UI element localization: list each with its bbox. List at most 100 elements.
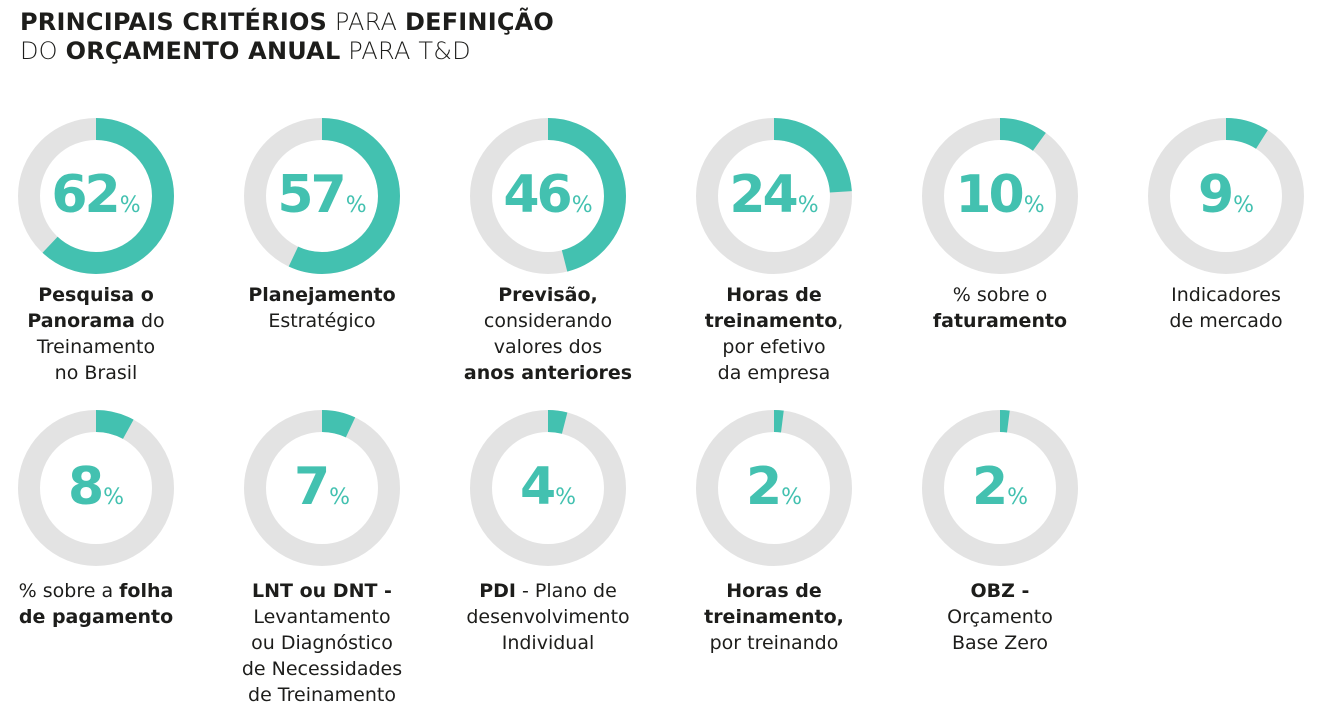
percent-label: 2% — [922, 457, 1078, 517]
percent-symbol: % — [571, 192, 593, 218]
donut-ring: 4% — [470, 410, 626, 566]
donut-ring: 62% — [18, 118, 174, 274]
percent-value: 7 — [293, 456, 330, 517]
caption-text: Panorama — [27, 310, 135, 332]
caption-text: Treinamento — [36, 336, 156, 358]
percent-label: 10% — [922, 165, 1078, 225]
donut-ring: 2% — [922, 410, 1078, 566]
donut-ring: 57% — [244, 118, 400, 274]
caption-text: Horas de — [726, 284, 822, 306]
donut-ring: 7% — [244, 410, 400, 566]
caption-text: Orçamento — [947, 606, 1053, 628]
donut-ring: 10% — [922, 118, 1078, 274]
percent-value: 8 — [67, 456, 104, 517]
percent-symbol: % — [103, 484, 125, 510]
caption-text: Indicadores — [1171, 284, 1281, 306]
title-line-2-segment: PARA T&D — [340, 37, 471, 65]
donut-value-arc — [696, 410, 852, 566]
percent-symbol: % — [345, 192, 367, 218]
percent-label: 62% — [18, 165, 174, 225]
donut-caption: Pesquisa o Panorama do Treinamento no Brasi… — [0, 282, 196, 386]
donut-item: 7% LNT ou DNT - Levantamento ou Diagnóstico… — [222, 410, 422, 706]
caption-line: treinamento, — [674, 308, 874, 334]
caption-line: Levantamento — [222, 604, 422, 630]
caption-text: PDI — [479, 580, 516, 602]
caption-text: anos anteriores — [463, 362, 633, 384]
donut-caption: OBZ - Orçamento Base Zero — [900, 578, 1100, 656]
caption-line: Indicadores — [1126, 282, 1326, 308]
donut-ring: 8% — [18, 410, 174, 566]
caption-text: Base Zero — [951, 632, 1049, 654]
percent-value: 62 — [51, 164, 120, 225]
title-line-1-segment: PRINCIPAIS CRITÉRIOS — [20, 8, 328, 36]
page-title: PRINCIPAIS CRITÉRIOS PARA DEFINIÇÃO DO O… — [20, 8, 554, 66]
percent-label: 46% — [470, 165, 626, 225]
donut-svg — [922, 410, 1078, 566]
percent-value: 2 — [745, 456, 782, 517]
percent-value: 24 — [729, 164, 798, 225]
caption-line: valores dos — [448, 334, 648, 360]
donut-item: 4% PDI - Plano de desenvolvimento Individua… — [448, 410, 648, 654]
caption-text: % sobre a — [18, 580, 120, 602]
caption-line: treinamento, — [674, 604, 874, 630]
caption-text: LNT ou DNT - — [252, 580, 392, 602]
donut-svg — [1148, 118, 1304, 274]
caption-line: LNT ou DNT - — [222, 578, 422, 604]
donut-svg — [470, 118, 626, 274]
percent-label: 57% — [244, 165, 400, 225]
donut-caption: Indicadores de mercado — [1126, 282, 1326, 334]
caption-line: da empresa — [674, 360, 874, 386]
donut-caption: Previsão, considerando valores dos anos ant… — [448, 282, 648, 386]
caption-line: Estratégico — [222, 308, 422, 334]
caption-text: no Brasil — [54, 362, 138, 384]
caption-line: ou Diagnóstico — [222, 630, 422, 656]
caption-line: Horas de — [674, 578, 874, 604]
caption-line: considerando — [448, 308, 648, 334]
caption-text: valores dos — [493, 336, 603, 358]
donut-value-arc — [470, 118, 626, 274]
caption-text: Levantamento — [253, 606, 391, 628]
caption-text: por treinando — [709, 632, 839, 654]
caption-line: OBZ - — [900, 578, 1100, 604]
caption-line: Horas de — [674, 282, 874, 308]
donut-caption: Planejamento Estratégico — [222, 282, 422, 334]
donut-svg — [696, 410, 852, 566]
caption-line: de pagamento — [0, 604, 196, 630]
donut-caption: % sobre a folha de pagamento — [0, 578, 196, 630]
caption-text: , — [837, 310, 844, 332]
caption-text: - Plano de — [516, 580, 617, 602]
donut-svg — [244, 118, 400, 274]
percent-value: 2 — [971, 456, 1008, 517]
percent-label: 7% — [244, 457, 400, 517]
caption-line: Previsão, — [448, 282, 648, 308]
donut-item: 57% Planejamento Estratégico — [222, 118, 422, 332]
caption-text: Estratégico — [268, 310, 376, 332]
caption-line: % sobre a folha — [0, 578, 196, 604]
caption-text: de Necessidades — [241, 658, 403, 680]
percent-symbol: % — [1023, 192, 1045, 218]
caption-line: de mercado — [1126, 308, 1326, 334]
percent-symbol: % — [329, 484, 351, 510]
donut-caption: % sobre o faturamento — [900, 282, 1100, 334]
percent-symbol: % — [1007, 484, 1029, 510]
donut-value-arc — [244, 118, 400, 274]
donut-value-arc — [470, 410, 626, 566]
donut-value-arc — [696, 118, 852, 274]
caption-text: treinamento, — [704, 606, 844, 628]
caption-text: ou Diagnóstico — [251, 632, 393, 654]
caption-line: % sobre o — [900, 282, 1100, 308]
donut-item: 8% % sobre a folha de pagamento — [0, 410, 196, 628]
donut-item: 10% % sobre o faturamento — [900, 118, 1100, 332]
caption-text: de mercado — [1169, 310, 1283, 332]
donut-value-arc — [1148, 118, 1304, 274]
caption-text: Pesquisa o — [38, 284, 154, 306]
caption-text: Planejamento — [248, 284, 396, 306]
caption-line: faturamento — [900, 308, 1100, 334]
caption-line: anos anteriores — [448, 360, 648, 386]
caption-line: por efetivo — [674, 334, 874, 360]
caption-text: Previsão, — [498, 284, 598, 306]
caption-line: Individual — [448, 630, 648, 656]
donut-svg — [18, 118, 174, 274]
donut-ring: 9% — [1148, 118, 1304, 274]
title-line-1-segment: DEFINIÇÃO — [404, 8, 555, 36]
